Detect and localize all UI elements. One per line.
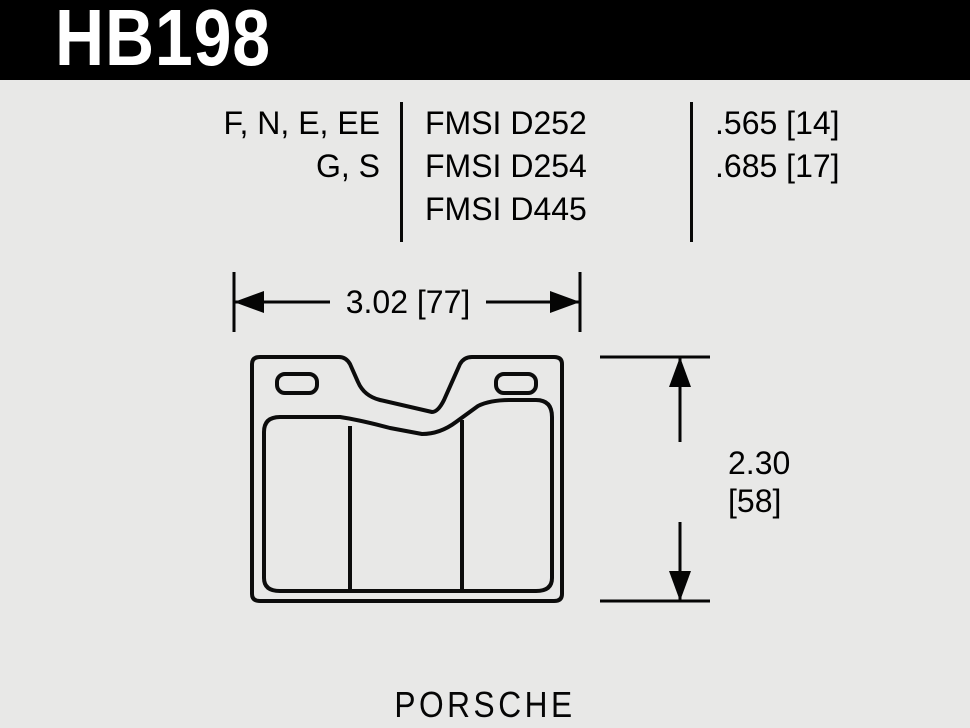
height-dimension: 2.30 [58] <box>600 357 790 601</box>
diagram-area: 3.02 [77] 2.30 [58] <box>0 272 970 692</box>
part-number: HB198 <box>55 0 271 76</box>
width-dimension: 3.02 [77] <box>234 272 580 332</box>
thickness-column: .565 [14] .685 [17] <box>690 102 890 242</box>
brand-label: PORSCHE <box>58 684 912 726</box>
header-bar: HB198 <box>0 0 970 80</box>
spec-row: F, N, E, EE G, S FMSI D252 FMSI D254 FMS… <box>0 80 970 242</box>
compounds-column: F, N, E, EE G, S <box>190 102 400 242</box>
fmsi-column: FMSI D252 FMSI D254 FMSI D445 <box>400 102 630 242</box>
width-label: 3.02 [77] <box>346 284 471 320</box>
compounds-line: F, N, E, EE <box>215 102 380 145</box>
brake-pad-shape <box>252 357 562 601</box>
thickness-value: .565 [14] <box>715 102 865 145</box>
fmsi-code: FMSI D445 <box>425 188 605 231</box>
thickness-value: .685 [17] <box>715 145 865 188</box>
fmsi-code: FMSI D252 <box>425 102 605 145</box>
height-label-1: 2.30 <box>728 445 790 481</box>
compounds-line: G, S <box>215 145 380 188</box>
brake-pad-diagram: 3.02 [77] 2.30 [58] <box>0 272 970 692</box>
fmsi-code: FMSI D254 <box>425 145 605 188</box>
height-label-2: [58] <box>728 483 781 519</box>
